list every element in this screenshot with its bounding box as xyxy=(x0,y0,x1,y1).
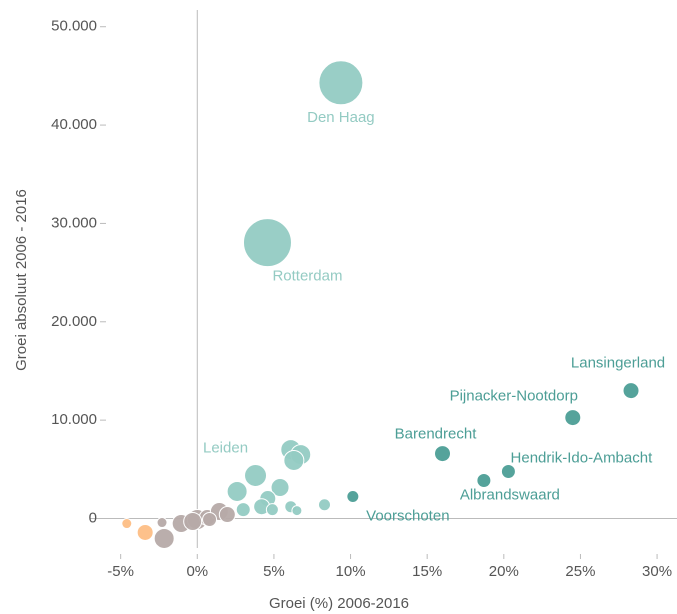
x-tick-label: 30% xyxy=(642,563,672,580)
point-label: Rotterdam xyxy=(272,268,342,285)
y-tick-label: 0 xyxy=(89,509,97,526)
x-tick-label: 25% xyxy=(565,563,595,580)
y-tick-label: 30.000 xyxy=(51,214,97,231)
bubble xyxy=(317,498,331,512)
point-label: Hendrik-Ido-Ambacht xyxy=(511,449,654,466)
point-label: Voorschoten xyxy=(366,507,449,524)
bubble xyxy=(136,523,154,541)
bubble xyxy=(183,511,203,531)
y-tick-label: 20.000 xyxy=(51,313,97,330)
bubble xyxy=(226,480,248,502)
bubble xyxy=(270,478,290,498)
bubble xyxy=(156,517,168,529)
x-tick-label: 15% xyxy=(412,563,442,580)
bubble xyxy=(346,489,360,503)
bubble xyxy=(318,60,364,106)
x-tick-label: -5% xyxy=(107,563,134,580)
point-label: Barendrecht xyxy=(395,426,478,443)
x-tick-label: 5% xyxy=(263,563,285,580)
bubble xyxy=(564,409,582,427)
bubble xyxy=(244,464,268,488)
x-tick-label: 20% xyxy=(489,563,519,580)
bubble xyxy=(242,218,292,268)
bubble xyxy=(500,463,516,479)
point-label: Lansingerland xyxy=(571,355,665,372)
bubble xyxy=(622,382,640,400)
x-tick-label: 10% xyxy=(336,563,366,580)
y-axis-title: Groei absoluut 2006 - 2016 xyxy=(13,189,30,371)
y-tick-label: 50.000 xyxy=(51,18,97,35)
bubble xyxy=(291,505,303,517)
bubble xyxy=(202,511,218,527)
bubble xyxy=(283,449,305,471)
bubble xyxy=(153,527,175,549)
point-label: Leiden xyxy=(203,439,248,456)
x-tick-label: 0% xyxy=(186,563,208,580)
point-label: Pijnacker-Nootdorp xyxy=(450,388,578,405)
bubble xyxy=(235,502,251,518)
bubble xyxy=(434,445,452,463)
point-label: Albrandswaard xyxy=(460,486,560,503)
x-axis-title: Groei (%) 2006-2016 xyxy=(269,595,409,612)
bubble xyxy=(265,503,279,517)
bubble xyxy=(121,518,133,530)
y-tick-label: 10.000 xyxy=(51,411,97,428)
bubble xyxy=(476,473,492,489)
point-label: Den Haag xyxy=(307,109,375,126)
y-tick-label: 40.000 xyxy=(51,116,97,133)
bubble xyxy=(218,506,236,524)
